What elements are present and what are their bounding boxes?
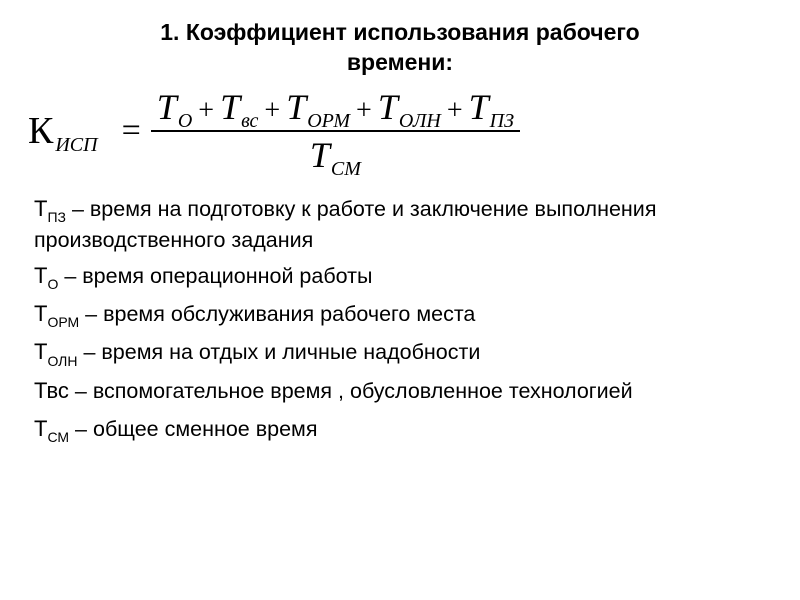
title-line1: 1. Коэффициент использования рабочего	[160, 19, 640, 45]
lhs-main: К	[28, 109, 53, 153]
def-pz: ТПЗ – время на подготовку к работе и зак…	[34, 194, 772, 255]
plus-icon: +	[264, 95, 280, 127]
def-text: – время операционной работы	[58, 264, 372, 288]
plus-icon: +	[356, 95, 372, 127]
plus-icon: +	[447, 95, 463, 127]
page-title: 1. Коэффициент использования рабочего вр…	[28, 18, 772, 78]
term-oln: TОЛН	[378, 86, 441, 128]
def-symbol: ТОРМ	[34, 302, 79, 326]
def-vs: Твс – вспомогательное время , обусловлен…	[34, 376, 772, 408]
formula-lhs: К ИСП	[28, 109, 98, 153]
def-symbol: ТПЗ	[34, 197, 66, 221]
def-symbol: Твс	[34, 379, 69, 403]
def-oln: ТОЛН – время на отдых и личные надобност…	[34, 337, 772, 369]
numerator: TО + Tвс + TОРМ + TОЛН + TПЗ	[151, 86, 520, 128]
def-text: – время на подготовку к работе и заключе…	[34, 197, 656, 252]
def-text: – время обслуживания рабочего места	[79, 302, 475, 326]
term-sm: TСМ	[310, 134, 361, 176]
def-text: – общее сменное время	[69, 417, 317, 441]
def-sm: ТСМ – общее сменное время	[34, 414, 772, 446]
fraction: TО + Tвс + TОРМ + TОЛН + TПЗ TСМ	[151, 86, 520, 176]
term-pz: TПЗ	[469, 86, 514, 128]
formula: К ИСП = TО + Tвс + TОРМ + TОЛН + TПЗ TСМ	[28, 86, 772, 176]
term-orm: TОРМ	[286, 86, 350, 128]
def-text: – время на отдых и личные надобности	[77, 340, 480, 364]
term-vs: Tвс	[220, 86, 258, 128]
denominator: TСМ	[304, 134, 367, 176]
def-text: – вспомогательное время , обусловленное …	[69, 379, 633, 403]
title-line2: времени:	[347, 49, 453, 75]
plus-icon: +	[198, 95, 214, 127]
def-orm: ТОРМ – время обслуживания рабочего места	[34, 299, 772, 331]
lhs-sub: ИСП	[55, 134, 97, 157]
definitions: ТПЗ – время на подготовку к работе и зак…	[34, 194, 772, 446]
def-o: ТО – время операционной работы	[34, 261, 772, 293]
def-symbol: ТО	[34, 264, 58, 288]
equals-sign: =	[122, 112, 141, 150]
def-symbol: ТСМ	[34, 417, 69, 441]
term-o: TО	[157, 86, 192, 128]
def-symbol: ТОЛН	[34, 340, 77, 364]
